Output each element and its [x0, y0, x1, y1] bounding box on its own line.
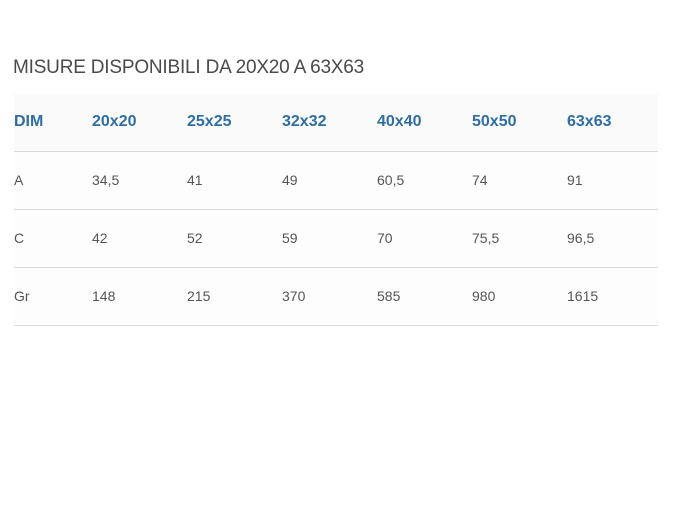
table-cell: 34,5	[92, 151, 187, 210]
row-label-a: A	[14, 151, 92, 210]
table-cell: 42	[92, 209, 187, 268]
table-cell: 52	[187, 209, 282, 268]
table-cell: 75,5	[472, 209, 567, 268]
table-cell: 215	[187, 267, 282, 326]
header-cell-25x25: 25x25	[187, 94, 282, 152]
header-cell-dim: DIM	[14, 94, 92, 152]
table-cell: 59	[282, 209, 377, 268]
page-title: MISURE DISPONIBILI DA 20X20 A 63X63	[13, 57, 365, 78]
row-label-c: C	[14, 209, 92, 268]
table-cell: 41	[187, 151, 282, 210]
table-cell: 585	[377, 267, 472, 326]
table-cell: 60,5	[377, 151, 472, 210]
table-row: A 34,5 41 49 60,5 74 91	[14, 151, 658, 210]
table-cell: 980	[472, 267, 567, 326]
table-header-row: DIM 20x20 25x25 32x32 40x40 50x50 63x63	[14, 94, 658, 152]
table-row: Gr 148 215 370 585 980 1615	[14, 267, 658, 326]
header-cell-40x40: 40x40	[377, 94, 472, 152]
table-cell: 70	[377, 209, 472, 268]
table-cell: 49	[282, 151, 377, 210]
header-cell-63x63: 63x63	[567, 94, 658, 152]
table-row: C 42 52 59 70 75,5 96,5	[14, 209, 658, 268]
header-cell-32x32: 32x32	[282, 94, 377, 152]
table-cell: 91	[567, 151, 658, 210]
header-cell-20x20: 20x20	[92, 94, 187, 152]
row-label-gr: Gr	[14, 267, 92, 326]
sizes-table: DIM 20x20 25x25 32x32 40x40 50x50 63x63 …	[14, 94, 658, 326]
table-cell: 96,5	[567, 209, 658, 268]
table-cell: 370	[282, 267, 377, 326]
header-cell-50x50: 50x50	[472, 94, 567, 152]
table-cell: 1615	[567, 267, 658, 326]
table-cell: 148	[92, 267, 187, 326]
table-cell: 74	[472, 151, 567, 210]
